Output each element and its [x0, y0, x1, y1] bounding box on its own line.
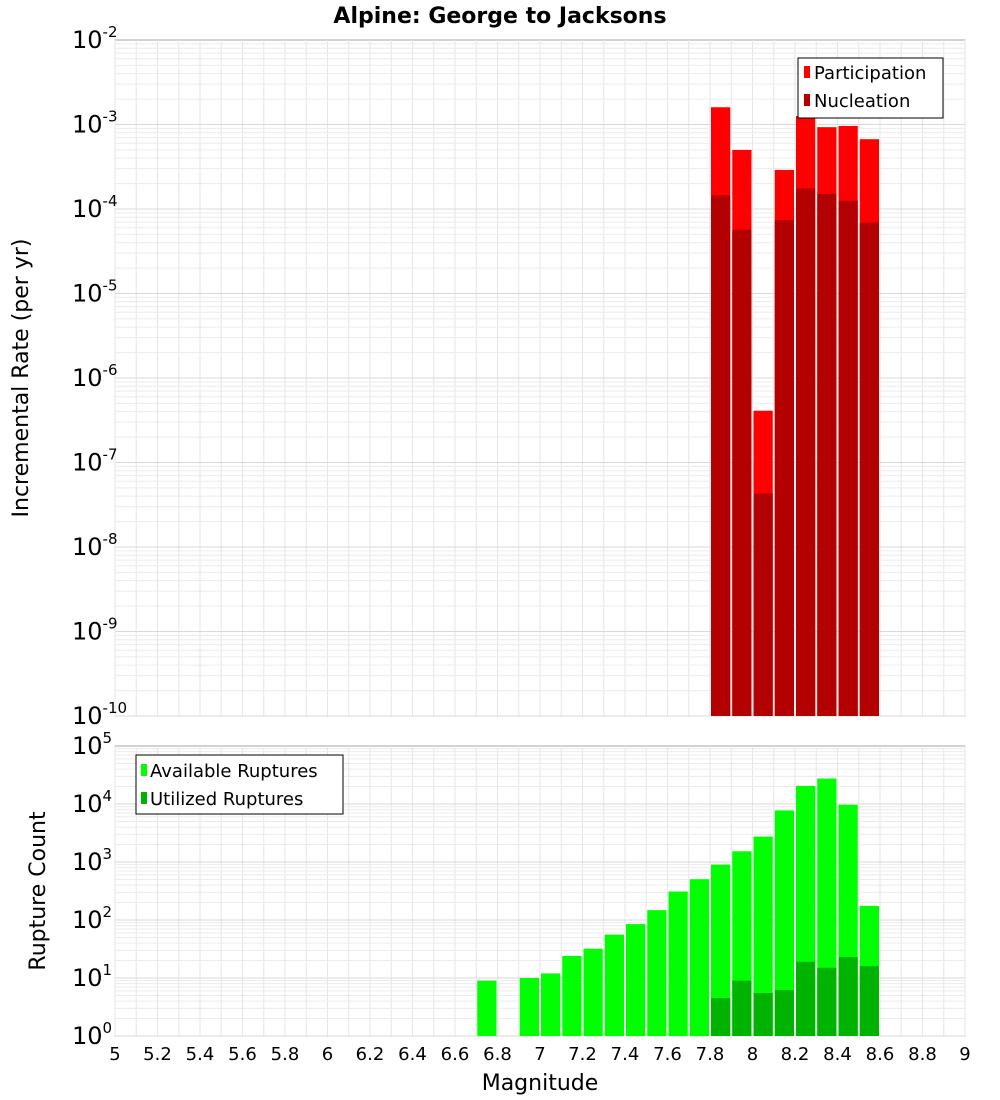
x-tick-label: 8.6	[866, 1044, 895, 1065]
count-bar-primary	[668, 891, 688, 1036]
x-tick-label: 8.8	[908, 1044, 937, 1065]
rate-bar-secondary	[817, 193, 837, 716]
legend-label-available: Available Ruptures	[150, 761, 318, 782]
x-tick-label: 8.2	[781, 1044, 810, 1065]
count-bar-primary	[562, 955, 582, 1036]
x-tick-label: 7	[534, 1044, 545, 1065]
rate-y-tick-label: 10-10	[72, 699, 127, 730]
count-bar-secondary	[711, 998, 731, 1036]
x-tick-label: 5.8	[271, 1044, 300, 1065]
count-y-tick-label: 104	[72, 787, 112, 818]
count-bar-secondary	[774, 990, 794, 1036]
x-tick-label: 5.6	[228, 1044, 257, 1065]
legend-swatch-utilized	[141, 792, 147, 804]
rate-bar-secondary	[732, 229, 752, 716]
rate-grid	[114, 40, 966, 717]
count-y-ticks: 100 101 102 103 104 105	[72, 729, 112, 1050]
rate-y-tick-label: 10-3	[72, 108, 118, 139]
rate-panel: 10-10 10-9 10-8 10-7 10-6 10-5 10-4 10-3 10-2 In…	[9, 23, 966, 730]
rate-y-tick-label: 10-6	[72, 361, 118, 392]
rate-bar-secondary	[753, 493, 773, 716]
x-tick-label: 7.6	[653, 1044, 682, 1065]
rate-y-tick-label: 10-4	[72, 192, 118, 223]
count-bar-primary	[626, 924, 646, 1036]
count-bar-primary	[541, 973, 561, 1036]
rate-y-tick-label: 10-5	[72, 277, 118, 308]
count-y-tick-label: 100	[72, 1019, 112, 1050]
count-bar-primary	[774, 810, 794, 1036]
count-legend: Available Ruptures Utilized Ruptures	[135, 754, 344, 815]
rate-bar-secondary	[838, 200, 858, 717]
rate-y-tick-label: 10-2	[72, 23, 118, 54]
x-tick-label: 6.2	[356, 1044, 385, 1065]
x-tick-label: 6.8	[483, 1044, 512, 1065]
count-y-tick-label: 103	[72, 845, 112, 876]
x-tick-label: 5.4	[186, 1044, 215, 1065]
count-y-tick-label: 105	[72, 729, 112, 760]
count-y-axis-label: Rupture Count	[26, 811, 51, 971]
x-tick-label: 7.2	[568, 1044, 597, 1065]
x-tick-label: 6.4	[398, 1044, 427, 1065]
rate-y-ticks: 10-10 10-9 10-8 10-7 10-6 10-5 10-4 10-3 10-2	[72, 23, 127, 730]
rate-bars	[711, 107, 879, 717]
count-bar-secondary	[732, 980, 752, 1036]
chart-title: Alpine: George to Jacksons	[333, 4, 666, 29]
count-bar-primary	[519, 978, 539, 1036]
rate-legend-box	[797, 57, 944, 119]
x-tick-label: 8	[747, 1044, 758, 1065]
rate-y-tick-label: 10-7	[72, 446, 118, 477]
count-bar-secondary	[838, 957, 858, 1036]
rate-bar-secondary	[711, 195, 731, 717]
count-y-tick-label: 102	[72, 903, 112, 934]
x-tick-label: 7.8	[696, 1044, 725, 1065]
rate-bar-secondary	[796, 188, 816, 717]
x-axis-ticks: 5 5.2 5.4 5.6 5.8 6 6.2 6.4 6.6 6.8 7 7.2 7.4 7.6 7.8 8…	[109, 1044, 970, 1065]
x-tick-label: 7.4	[611, 1044, 640, 1065]
legend-swatch-nucleation	[804, 94, 810, 106]
rate-legend: Participation Nucleation	[797, 57, 944, 119]
x-tick-label: 9	[959, 1044, 970, 1065]
rate-y-tick-label: 10-9	[72, 615, 118, 646]
legend-label-nucleation: Nucleation	[814, 91, 910, 112]
x-tick-label: 6.6	[441, 1044, 470, 1065]
x-tick-label: 8.4	[823, 1044, 852, 1065]
count-y-tick-label: 101	[72, 961, 112, 992]
count-bar-primary	[753, 836, 773, 1036]
count-bar-primary	[647, 910, 667, 1036]
rate-y-axis-label: Incremental Rate (per yr)	[9, 239, 34, 518]
legend-label-participation: Participation	[814, 63, 926, 84]
count-panel: 100 101 102 103 104 105 Rupture Count Availab…	[26, 729, 966, 1050]
x-tick-label: 6	[322, 1044, 333, 1065]
rate-bar-secondary	[774, 220, 794, 716]
legend-swatch-available	[141, 764, 147, 776]
count-bar-secondary	[859, 966, 879, 1036]
x-tick-label: 5.2	[143, 1044, 172, 1065]
x-axis-label: Magnitude	[482, 1071, 599, 1096]
rate-bar-secondary	[859, 222, 879, 716]
legend-swatch-participation	[804, 66, 810, 78]
count-legend-box	[135, 754, 344, 815]
count-bar-secondary	[796, 961, 816, 1036]
count-bar-secondary	[753, 993, 773, 1036]
legend-label-utilized: Utilized Ruptures	[150, 789, 303, 810]
count-bar-primary	[689, 879, 709, 1036]
count-bar-primary	[711, 864, 731, 1036]
count-bar-primary	[477, 980, 497, 1036]
count-bar-primary	[604, 934, 624, 1036]
count-bars	[477, 778, 879, 1036]
count-bar-primary	[583, 948, 603, 1036]
x-tick-label: 5	[109, 1044, 120, 1065]
rate-y-tick-label: 10-8	[72, 530, 118, 561]
count-bar-secondary	[817, 967, 837, 1036]
